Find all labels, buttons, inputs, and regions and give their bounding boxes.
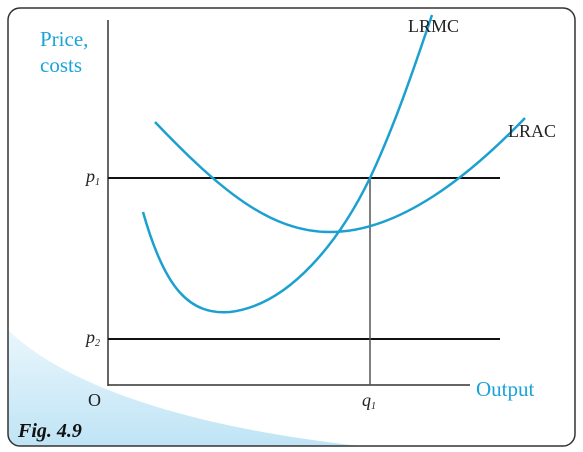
p1-main: p [84, 166, 95, 186]
q1-label: q1 [362, 390, 376, 412]
y-axis-label-line2: costs [40, 53, 82, 77]
y-axis-label-line1: Price, [40, 27, 88, 51]
q1-main: q [362, 390, 371, 410]
frame [7, 7, 576, 447]
p1-label: p1 [84, 166, 100, 188]
figure-caption: Fig. 4.9 [17, 420, 82, 442]
p2-label: p2 [84, 327, 100, 349]
lrmc-curve [141, 14, 434, 314]
x-axis-label: Output [476, 377, 535, 401]
origin-label: O [88, 390, 101, 410]
lrac-label: LRAC [508, 121, 556, 141]
p1-sub: 1 [95, 177, 100, 188]
lrac-curve [154, 117, 526, 234]
p2-sub: 2 [95, 338, 100, 349]
q1-sub: 1 [371, 401, 376, 412]
lrmc-label: LRMC [408, 16, 459, 36]
p2-main: p [84, 327, 95, 347]
